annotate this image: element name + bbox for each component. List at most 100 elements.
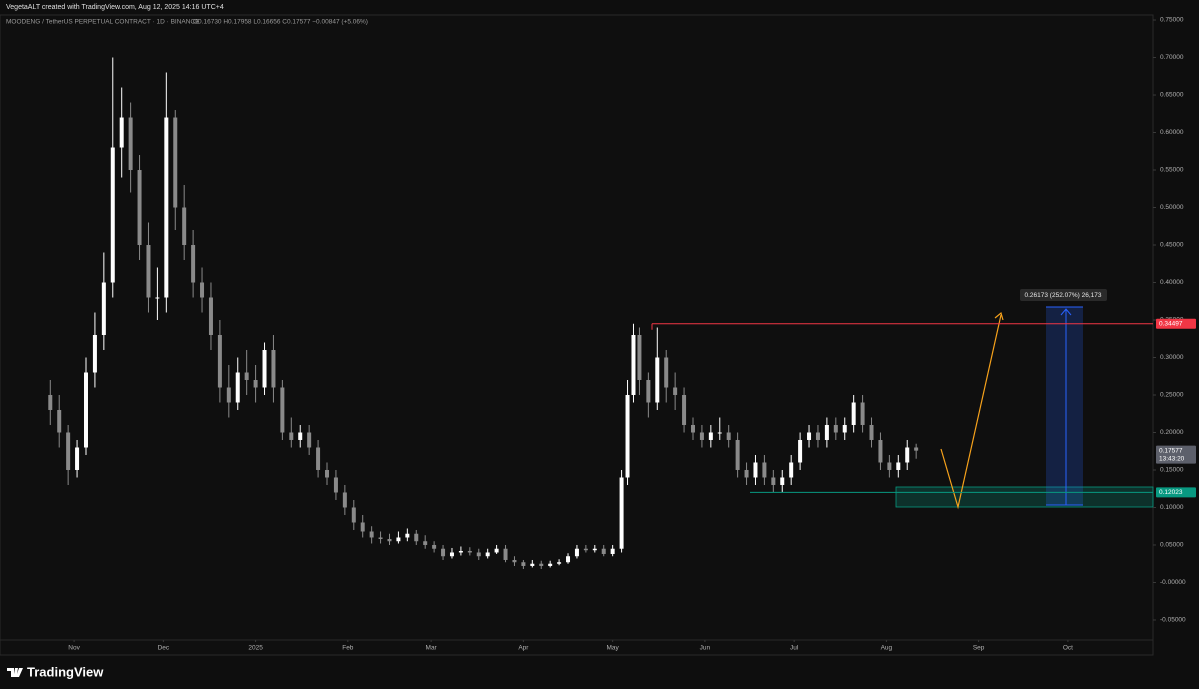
y-tick-label: 0.50000 (1160, 204, 1184, 211)
x-tick-label: May (607, 645, 620, 652)
candle-body (539, 563, 544, 566)
candle-body (396, 537, 401, 542)
x-tick-label: Jun (700, 645, 711, 652)
candle-body (262, 349, 267, 388)
candle-body (244, 372, 249, 380)
candle-body (342, 492, 347, 508)
y-tick-label: 0.15000 (1160, 467, 1184, 474)
candle-body (780, 477, 785, 485)
candle-body (735, 439, 740, 470)
credit: VegetaALT created with TradingView.com, … (6, 4, 224, 11)
price-tag (1156, 487, 1196, 498)
candle-body (441, 548, 446, 557)
logo: TradingView (27, 664, 104, 679)
candle-body (914, 447, 919, 451)
y-tick-label: 0.05000 (1160, 542, 1184, 549)
candle-body (798, 439, 803, 463)
candle-body (726, 432, 731, 440)
candle-body (664, 357, 669, 388)
candle-body (771, 477, 776, 485)
candle-body (682, 394, 687, 425)
candle-body (610, 548, 615, 554)
candle-body (298, 432, 303, 440)
candle-body (325, 469, 330, 478)
candle-body (226, 387, 231, 403)
y-tick-label: 0.10000 (1160, 504, 1184, 511)
x-tick-label: Dec (158, 645, 170, 652)
candle-body (574, 548, 579, 557)
candle-body (235, 372, 240, 403)
y-tick-label: 0.40000 (1160, 279, 1184, 286)
x-tick-label: Nov (68, 645, 80, 652)
candle-body (405, 533, 410, 538)
candle-body (164, 117, 169, 298)
candle-body (655, 357, 660, 403)
candle-body (387, 538, 392, 542)
candle-body (75, 447, 80, 470)
candle-body (137, 170, 142, 246)
candle-body (92, 334, 97, 373)
candle-body (717, 432, 722, 434)
candle-body (182, 207, 187, 246)
ohlc: O0.16730 H0.17958 L0.16656 C0.17577 −0.0… (193, 19, 368, 26)
candle-body (815, 432, 820, 440)
projection-arrow (940, 314, 1002, 510)
candle-body (878, 439, 883, 463)
price-tag-label: 0.34497 (1159, 320, 1183, 327)
candle-body (307, 432, 312, 448)
measure-arrowhead (1060, 308, 1072, 316)
candle-body (631, 334, 636, 395)
candle-body (289, 432, 294, 440)
candle-body (316, 447, 321, 470)
candle-body (369, 531, 374, 538)
x-tick-label: 2025 (248, 645, 263, 652)
candle-body (887, 462, 892, 470)
candle-body (333, 477, 338, 493)
candle-body (66, 432, 71, 470)
candle-body (708, 432, 713, 440)
price-tag-label: 0.12023 (1159, 489, 1183, 496)
x-tick-label: Jul (790, 645, 799, 652)
candle-body (423, 541, 428, 545)
candle-body (637, 334, 642, 380)
candle-body (494, 548, 499, 553)
candle-body (860, 402, 865, 425)
candle-body (476, 552, 481, 557)
candle-body (351, 507, 356, 523)
logo-mark (7, 668, 23, 677)
projection-arrowhead (994, 311, 1004, 321)
candle-body (280, 387, 285, 433)
candle-body (485, 552, 490, 557)
footer (0, 656, 1199, 689)
y-tick-label: 0.70000 (1160, 54, 1184, 61)
measure-label-box (1020, 289, 1107, 301)
candle-body (503, 548, 508, 560)
x-tick-label: Mar (426, 645, 438, 652)
x-tick-label: Feb (342, 645, 354, 652)
candle-body (789, 462, 794, 478)
candle-body (467, 550, 472, 553)
candle-body (905, 447, 910, 463)
candle-body (619, 477, 624, 549)
candle-body (200, 282, 205, 298)
candle-body (253, 379, 258, 388)
candle-body (378, 537, 383, 539)
y-tick-label: 0.45000 (1160, 242, 1184, 249)
candle-body (83, 372, 88, 448)
candle-body (807, 432, 812, 440)
candle-body (762, 462, 767, 478)
candle-body (851, 402, 856, 425)
candle-body (101, 282, 106, 335)
candle-body (449, 552, 454, 557)
candle-body (57, 409, 62, 433)
candle-body (646, 379, 651, 403)
x-tick-label: Aug (881, 645, 893, 652)
candle-body (217, 334, 222, 388)
candle-body (146, 245, 151, 298)
price-tag (1156, 445, 1196, 464)
measure-box (1046, 307, 1083, 505)
candle-body (869, 424, 874, 440)
candle-body (155, 297, 160, 299)
candle-body (530, 563, 535, 566)
